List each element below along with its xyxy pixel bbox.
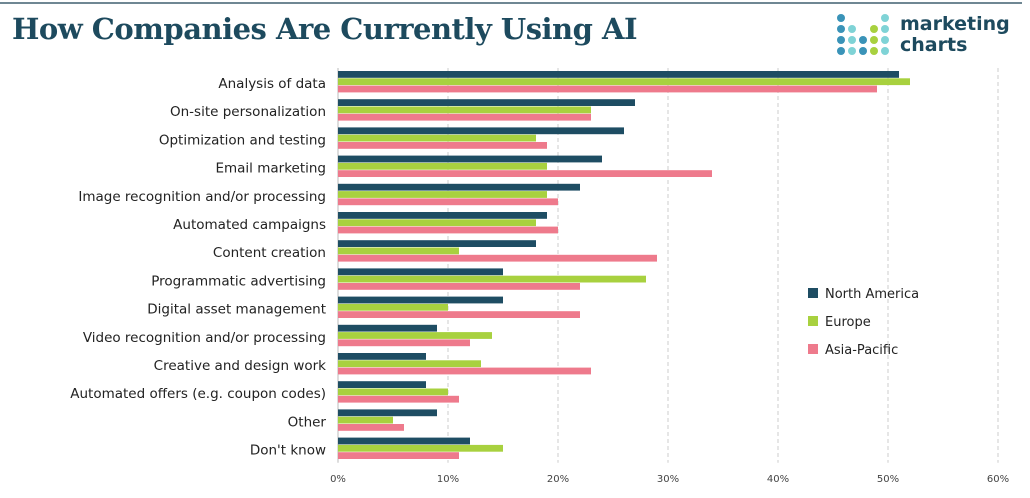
bar-asia-pacific [338, 283, 580, 290]
logo-dot [870, 25, 878, 33]
bar-asia-pacific [338, 424, 404, 431]
bar-north-america [338, 409, 437, 417]
bar-asia-pacific [338, 254, 657, 262]
bar-north-america [338, 127, 624, 135]
category-label: Programmatic advertising [151, 273, 326, 289]
logo-dot [870, 36, 878, 44]
legend-label: Europe [825, 315, 871, 330]
bar-europe [338, 191, 547, 198]
bar-europe [338, 275, 646, 283]
bar-north-america [338, 155, 602, 163]
bar-north-america [338, 240, 536, 247]
bar-north-america [338, 71, 899, 78]
logo-dot [848, 47, 856, 55]
bar-asia-pacific [338, 85, 877, 93]
bar-north-america [338, 212, 547, 219]
bar-asia-pacific [338, 452, 459, 459]
logo-dot [881, 25, 889, 33]
bar-europe [338, 332, 492, 339]
category-label: Digital asset management [147, 302, 326, 318]
legend-label: North America [825, 287, 919, 302]
x-tick-label: 10% [437, 474, 459, 485]
legend-label: Asia-Pacific [825, 343, 898, 358]
x-tick-label: 0% [330, 474, 346, 485]
bar-north-america [338, 381, 426, 388]
bar-asia-pacific [338, 113, 591, 121]
bar-europe [338, 106, 591, 114]
bar-north-america [338, 296, 503, 304]
bar-asia-pacific [338, 226, 558, 234]
x-tick-label: 50% [877, 474, 899, 485]
category-label: Email marketing [215, 161, 326, 177]
logo-dot [848, 25, 856, 33]
bar-europe [338, 303, 448, 311]
bar-europe [338, 219, 536, 227]
logo-dot [837, 47, 845, 55]
category-label: Don't know [250, 443, 326, 459]
logo-dot [881, 36, 889, 44]
legend-swatch [808, 344, 818, 354]
marketingcharts-logo-icon [837, 14, 889, 55]
category-label: Automated campaigns [173, 217, 326, 233]
category-label: Video recognition and/or processing [83, 330, 326, 346]
top-rule [0, 2, 1022, 4]
legend-swatch [808, 288, 818, 298]
chart-title: How Companies Are Currently Using AI [12, 12, 638, 46]
x-tick-label: 60% [987, 474, 1009, 485]
category-label: Automated offers (e.g. coupon codes) [70, 386, 326, 402]
bar-asia-pacific [338, 367, 591, 375]
bar-europe [338, 388, 448, 396]
logo-dot [859, 36, 867, 44]
logo-dot [881, 47, 889, 55]
logo-dot [837, 36, 845, 44]
logo-line1: marketing [900, 13, 1010, 35]
bar-north-america [338, 268, 503, 276]
bar-asia-pacific [338, 339, 470, 347]
logo-dot [837, 25, 845, 33]
category-label: Other [288, 414, 327, 430]
bar-europe [338, 416, 393, 424]
bar-north-america [338, 183, 580, 191]
bar-north-america [338, 99, 635, 106]
category-label: Image recognition and/or processing [78, 189, 326, 205]
logo-dot [870, 47, 878, 55]
logo-line2: charts [900, 34, 968, 56]
legend-swatch [808, 316, 818, 326]
bar-north-america [338, 324, 437, 332]
bar-north-america [338, 353, 426, 360]
bar-asia-pacific [338, 198, 558, 206]
bar-asia-pacific [338, 311, 580, 318]
logo-dot [859, 47, 867, 55]
logo-dot [848, 36, 856, 44]
category-label: Analysis of data [218, 76, 326, 92]
logo-dot [881, 14, 889, 22]
bar-europe [338, 444, 503, 452]
x-tick-label: 30% [657, 474, 679, 485]
bar-asia-pacific [338, 170, 712, 177]
category-label: Content creation [213, 245, 326, 261]
x-tick-label: 20% [547, 474, 569, 485]
bar-europe [338, 360, 481, 368]
bar-europe [338, 134, 536, 142]
bar-north-america [338, 437, 470, 445]
bar-europe [338, 247, 459, 255]
logo-text: marketing charts [900, 14, 1010, 56]
category-label: Creative and design work [154, 358, 327, 374]
bar-asia-pacific [338, 395, 459, 403]
bar-asia-pacific [338, 142, 547, 149]
logo-dot [837, 14, 845, 22]
category-label: On-site personalization [170, 104, 326, 120]
bar-europe [338, 162, 547, 170]
x-tick-label: 40% [767, 474, 789, 485]
bar-europe [338, 78, 910, 86]
category-label: Optimization and testing [159, 132, 326, 148]
